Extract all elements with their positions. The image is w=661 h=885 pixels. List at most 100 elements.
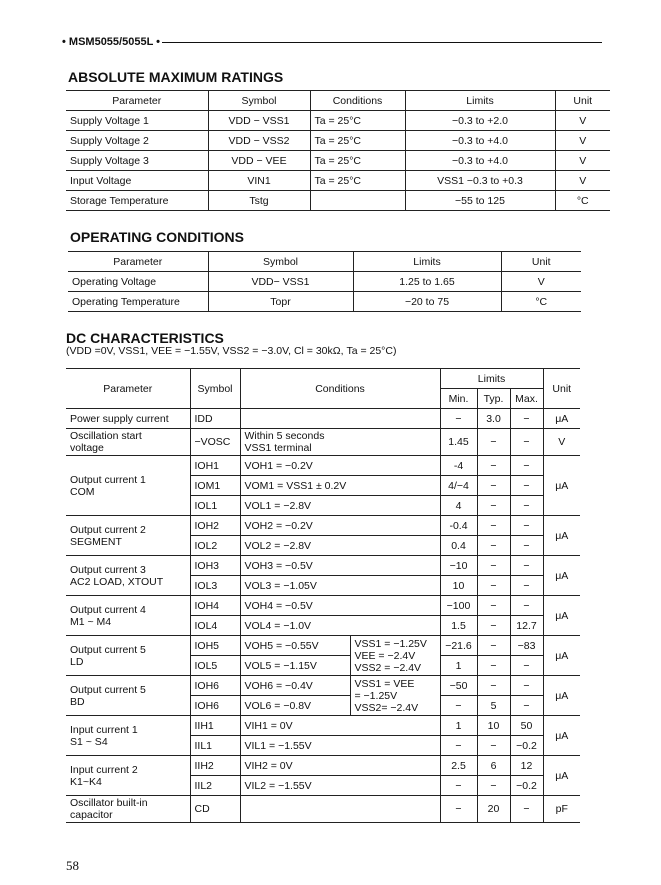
header-cell: Conditions: [309, 90, 406, 111]
symbol-cell: IOL3: [190, 575, 241, 596]
table-row: Supply Voltage 3 VDD − VEE Ta = 25°C −0.3 t…: [66, 150, 610, 171]
limit-cell: −: [509, 695, 543, 716]
table-cell: Supply Voltage 2: [66, 130, 209, 151]
condition-cell: [239, 795, 441, 823]
table-row: Storage Temperature Tstg −55 to 125 °C: [66, 190, 610, 211]
header-cell: Unit: [554, 90, 610, 111]
limit-cell: −: [509, 575, 543, 596]
table-cell: °C: [554, 190, 610, 211]
condition-cell: VOH3 = −0.5V: [239, 555, 441, 576]
limit-cell: −: [476, 595, 511, 616]
table-row: IIL1 VIL1 = −1.55V − − −0.2: [66, 735, 580, 756]
table-cell: Storage Temperature: [66, 190, 209, 211]
limit-cell: −: [509, 408, 544, 429]
table: Parameter Symbol Conditions Limits Unit Min. T…: [66, 368, 580, 823]
limit-cell: −: [476, 515, 511, 536]
table-row: Output current 1 COM IOH1 VOH1 = −0.2V -4− −…: [66, 455, 580, 516]
table-cell: V: [500, 271, 581, 292]
table-cell: Operating Voltage: [68, 271, 209, 292]
table-cell: Supply Voltage 1: [66, 110, 209, 131]
unit-cell: μA: [542, 455, 580, 516]
table-row: Supply Voltage 1 VDD − VSS1 Ta = 25°C −0.3 …: [66, 110, 610, 131]
condition-cell: VOH2 = −0.2V: [239, 515, 441, 536]
limit-cell: 6: [476, 755, 511, 776]
table-row: Operating Temperature Topr −20 to 75 °C: [68, 291, 581, 312]
table-cell: Ta = 25°C: [309, 110, 406, 131]
table-row: Input current 2 K1~K4 IIH2 VIH2 = 0V 2.5 6 12…: [66, 755, 580, 796]
condition-cell: VOL3 = −1.05V: [239, 575, 441, 596]
condition-cell: VOL5 = −1.15V: [239, 655, 351, 676]
table-row: Output current 3 AC2 LOAD, XTOUT IOH3 VOH3…: [66, 555, 580, 596]
header-cell: Limits: [404, 90, 556, 111]
condition-cell: VOL1 = −2.8V: [239, 495, 441, 516]
header-cell: Min.: [440, 388, 478, 409]
limit-cell: 5: [476, 695, 511, 716]
table-cell: [309, 190, 406, 211]
section-subtitle: (VDD =0V, VSS1, VEE = −1.55V, VSS2 = −3.…: [66, 345, 397, 357]
symbol-cell: IOH4: [189, 595, 241, 616]
header-row: Parameter Symbol Conditions Limits Unit: [66, 90, 610, 111]
table-cell: °C: [500, 291, 581, 312]
symbol-cell: IOL4: [190, 615, 241, 636]
header-cell: Typ.: [476, 388, 511, 409]
table-cell: −0.3 to +4.0: [404, 130, 556, 151]
limit-cell: −: [509, 428, 544, 456]
header-row: Parameter Symbol Limits Unit: [68, 251, 581, 272]
limit-cell: −: [476, 555, 511, 576]
condition-note: VSS1 = VEE = −1.25V VSS2= −2.4V: [349, 675, 441, 716]
table-row: Operating Voltage VDD− VSS1 1.25 to 1.65 V: [68, 271, 581, 292]
table-cell: 1.25 to 1.65: [352, 271, 502, 292]
table-cell: −20 to 75: [352, 291, 502, 312]
table-cell: VIN1: [207, 170, 311, 191]
limit-cell: −: [476, 655, 511, 676]
table-cell: Ta = 25°C: [309, 170, 406, 191]
limit-cell: −: [476, 775, 511, 796]
table-row: Supply Voltage 2 VDD − VSS2 Ta = 25°C −0.3 …: [66, 130, 610, 151]
dc-table-wrap: Parameter Symbol Conditions Limits Unit Min. T…: [66, 368, 580, 823]
table-row: Oscillation start voltage −VOSC Within 5 s…: [66, 428, 580, 456]
table-row: IOH6 VOL6 = −0.8V −5−: [66, 695, 580, 716]
parameter-cell: Oscillation start voltage: [66, 428, 191, 456]
condition-cell: VIH1 = 0V: [239, 715, 441, 736]
unit-cell: pF: [542, 795, 580, 823]
symbol-cell: −VOSC: [189, 428, 241, 456]
table-row: Output current 5 BD IOH6 VOH6 = −0.4V VSS1 …: [66, 675, 580, 716]
condition-cell: VOH4 = −0.5V: [239, 595, 441, 616]
abs-max-table-wrap: Parameter Symbol Conditions Limits Unit Suppl…: [66, 90, 610, 211]
limit-cell: −21.6: [439, 635, 478, 656]
parameter-cell: Power supply current: [66, 408, 191, 429]
condition-cell: VIL1 = −1.55V: [239, 735, 441, 756]
limit-cell: 12: [509, 755, 544, 776]
limit-cell: 0.4: [439, 535, 478, 556]
symbol-cell: IOL1: [190, 495, 241, 516]
table-cell: VDD− VSS1: [207, 271, 354, 292]
limit-cell: −: [509, 495, 543, 516]
limit-cell: 50: [509, 715, 544, 736]
header-row: Parameter Symbol Conditions Limits Unit: [66, 368, 580, 409]
limit-cell: −: [476, 615, 511, 636]
limit-cell: 3.0: [476, 408, 511, 429]
table-cell: Tstg: [207, 190, 311, 211]
table-cell: VSS1 −0.3 to +0.3: [404, 170, 556, 191]
symbol-cell: CD: [189, 795, 241, 823]
table-cell: VDD − VSS1: [207, 110, 311, 131]
header-cell: Max.: [509, 388, 543, 409]
table-row: Output current 2 SEGMENT IOH2 VOH2 = −0.2V…: [66, 515, 580, 556]
table-cell: V: [554, 150, 610, 171]
limit-cell: −50: [439, 675, 478, 696]
limit-cell: 10: [439, 575, 478, 596]
unit-cell: μA: [542, 408, 580, 429]
limit-cell: 4: [439, 495, 478, 516]
symbol-cell: IOL2: [190, 535, 241, 556]
limit-cell: 1: [439, 655, 478, 676]
header-cell: Parameter: [66, 368, 191, 409]
limit-cell: 12.7: [509, 615, 543, 636]
limit-cell: −: [476, 735, 511, 756]
symbol-cell: IOH5: [189, 635, 241, 656]
limit-cell: −: [476, 495, 511, 516]
symbol-cell: IOM1: [190, 475, 241, 496]
condition-cell: Within 5 seconds VSS1 terminal: [239, 428, 441, 456]
table-cell: V: [554, 110, 610, 131]
table-row: IOL4 VOL4 = −1.0V 1.5−12.7: [66, 615, 580, 636]
running-header: • MSM5055/5055L •: [62, 36, 602, 48]
